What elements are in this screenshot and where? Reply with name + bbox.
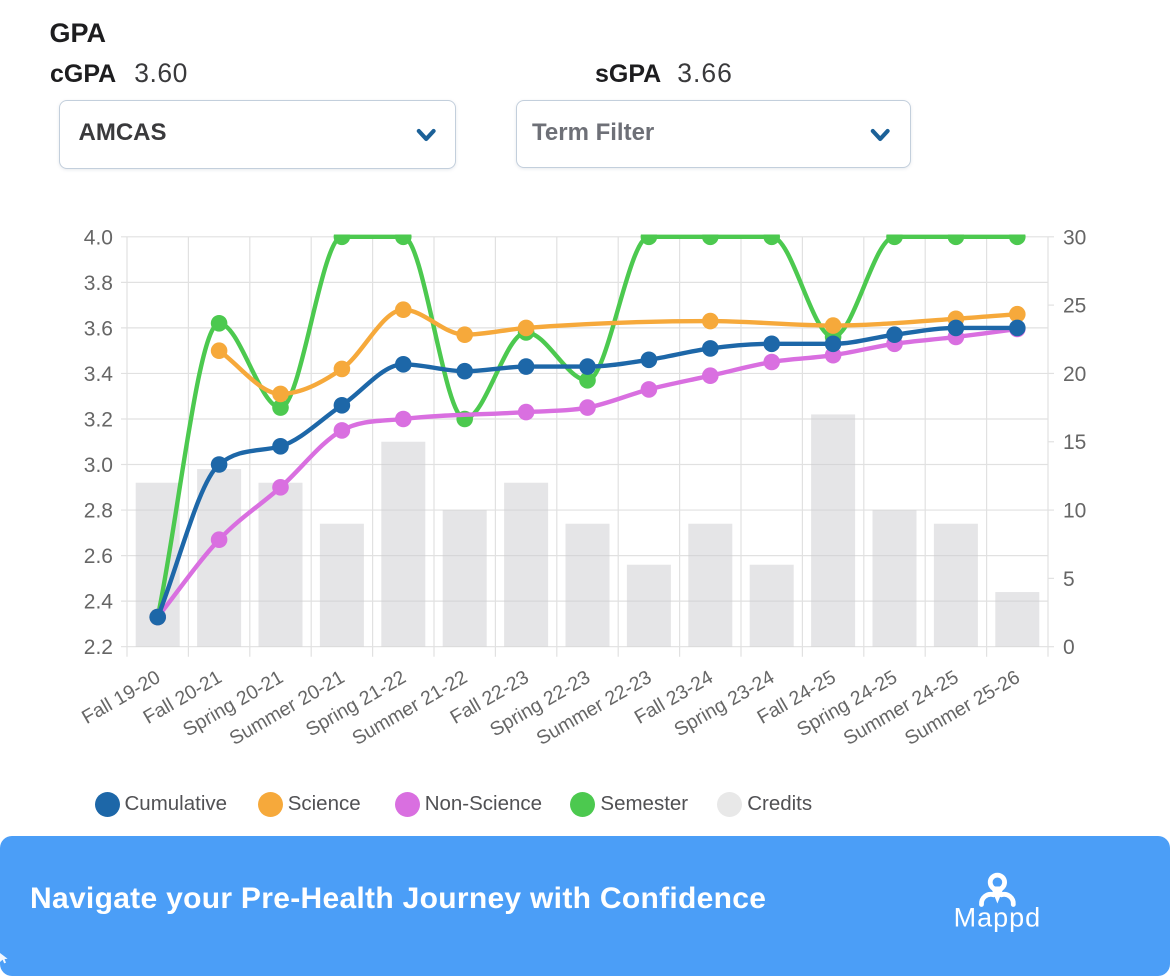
svg-text:4.0: 4.0 <box>84 226 113 249</box>
svg-text:3.8: 3.8 <box>84 272 113 295</box>
svg-text:2.2: 2.2 <box>84 636 113 659</box>
svg-text:10: 10 <box>1063 500 1086 523</box>
svg-text:0: 0 <box>1063 636 1075 659</box>
svg-text:3.4: 3.4 <box>84 363 114 386</box>
svg-text:3.0: 3.0 <box>84 454 113 477</box>
svg-text:5: 5 <box>1063 568 1075 591</box>
svg-text:Mappd: Mappd <box>954 903 1042 933</box>
svg-text:25: 25 <box>1063 295 1086 318</box>
svg-text:3.2: 3.2 <box>84 409 113 432</box>
svg-text:15: 15 <box>1063 431 1086 454</box>
svg-text:30: 30 <box>1063 226 1086 249</box>
svg-text:2.4: 2.4 <box>84 591 114 614</box>
svg-text:2.8: 2.8 <box>84 500 113 523</box>
svg-text:3.6: 3.6 <box>84 317 113 340</box>
svg-text:20: 20 <box>1063 363 1086 386</box>
svg-text:2.6: 2.6 <box>84 545 113 568</box>
